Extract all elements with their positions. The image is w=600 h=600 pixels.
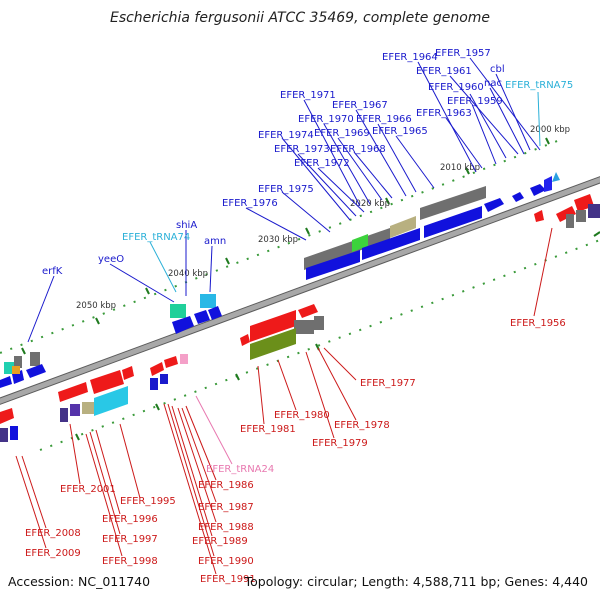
scale-label: 2040 kbp xyxy=(168,269,208,279)
gene-label: EFER_1974 xyxy=(258,130,314,141)
gene-label: EFER_2008 xyxy=(25,528,81,539)
gene-label: EFER_1988 xyxy=(198,522,254,533)
top-trna-labels: EFER_tRNA75 EFER_tRNA74 xyxy=(122,80,573,243)
trna-label: EFER_tRNA74 xyxy=(122,232,190,243)
gene-label: EFER_1957 xyxy=(435,48,491,59)
gene-label: EFER_1970 xyxy=(298,114,354,125)
gene-label: EFER_1995 xyxy=(120,496,176,507)
gene-label: EFER_1987 xyxy=(198,502,254,513)
scale-label: 2030 kbp xyxy=(258,235,298,245)
gene-label: EFER_2001 xyxy=(60,484,116,495)
gene-label: EFER_1978 xyxy=(334,420,390,431)
top-gene-labels: EFER_1957 EFER_1961 cbl nac EFER_1960 EF… xyxy=(42,48,505,277)
scale-label: 2010 kbp xyxy=(440,163,480,173)
accession-text: Accession: NC_011740 xyxy=(8,574,151,589)
scale-ticks xyxy=(21,137,600,441)
forward-features xyxy=(0,172,560,388)
trna-leader-lines-bottom xyxy=(195,395,233,465)
gene-label: EFER_1960 xyxy=(428,82,484,93)
gene-label: EFER_1981 xyxy=(240,424,296,435)
scale-labels: 2000 kbp 2010 kbp 2020 kbp 2030 kbp 2040… xyxy=(76,125,570,311)
gene-label: EFER_1971 xyxy=(280,90,336,101)
gene-label: EFER_1963 xyxy=(416,108,472,119)
page-title: Escherichia fergusonii ATCC 35469, compl… xyxy=(109,10,491,26)
gene-label: EFER_1956 xyxy=(510,318,566,329)
gene-label: yeeO xyxy=(98,254,124,265)
top-leader-lines xyxy=(27,57,541,343)
scale-label: 2020 kbp xyxy=(350,199,390,209)
gene-label: EFER_1969 xyxy=(314,128,370,139)
gene-label: EFER_1966 xyxy=(356,114,412,125)
gene-label: EFER_1972 xyxy=(294,158,350,169)
gene-label: amn xyxy=(204,236,226,247)
gene-label: EFER_1977 xyxy=(360,378,416,389)
genome-summary: Topology: circular; Length: 4,588,711 bp… xyxy=(244,574,588,589)
gene-label: EFER_1975 xyxy=(258,184,314,195)
gene-label: EFER_1965 xyxy=(372,126,428,137)
gene-label: EFER_1973 xyxy=(274,144,330,155)
gene-label: EFER_1976 xyxy=(222,198,278,209)
track-guides xyxy=(0,139,600,451)
trna-leader-lines-top xyxy=(149,91,541,293)
scale-label: 2000 kbp xyxy=(530,125,570,135)
gene-label: EFER_1986 xyxy=(198,480,254,491)
gene-label: nac xyxy=(484,78,502,89)
gene-label: EFER_1959 xyxy=(447,96,503,107)
gene-label: erfK xyxy=(42,266,63,277)
gene-label: EFER_1979 xyxy=(312,438,368,449)
gene-label: EFER_1980 xyxy=(274,410,330,421)
gene-label: EFER_1990 xyxy=(198,556,254,567)
reverse-features xyxy=(0,194,600,442)
gene-label: EFER_1991 xyxy=(200,574,256,585)
gene-label: EFER_1961 xyxy=(416,66,472,77)
backbone xyxy=(0,176,600,405)
bottom-trna-labels: EFER_tRNA24 xyxy=(206,464,274,475)
gene-label: EFER_1996 xyxy=(102,514,158,525)
gene-label: EFER_2009 xyxy=(25,548,81,559)
gene-label: EFER_1997 xyxy=(102,534,158,545)
bottom-gene-labels: EFER_1956 EFER_1977 EFER_1980 EFER_1978 … xyxy=(25,318,566,585)
gene-label: EFER_1989 xyxy=(192,536,248,547)
gene-label: EFER_1964 xyxy=(382,52,438,63)
trna-label: EFER_tRNA75 xyxy=(505,80,573,91)
gene-label: EFER_1998 xyxy=(102,556,158,567)
gene-label: shiA xyxy=(176,220,197,231)
scale-label: 2050 kbp xyxy=(76,301,116,311)
bottom-leader-lines xyxy=(15,227,553,575)
gene-label: EFER_1967 xyxy=(332,100,388,111)
gene-label: cbl xyxy=(490,64,505,75)
trna-label: EFER_tRNA24 xyxy=(206,464,274,475)
gene-label: EFER_1968 xyxy=(330,144,386,155)
